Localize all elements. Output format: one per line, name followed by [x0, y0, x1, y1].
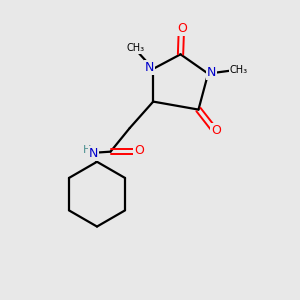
- Text: N: N: [145, 61, 154, 74]
- Text: O: O: [211, 124, 221, 137]
- Text: N: N: [207, 66, 216, 79]
- Text: CH₃: CH₃: [127, 43, 145, 53]
- Text: O: O: [134, 144, 144, 157]
- Text: N: N: [89, 147, 98, 160]
- Text: CH₃: CH₃: [230, 64, 247, 74]
- Text: O: O: [177, 22, 187, 35]
- Text: H: H: [83, 145, 91, 154]
